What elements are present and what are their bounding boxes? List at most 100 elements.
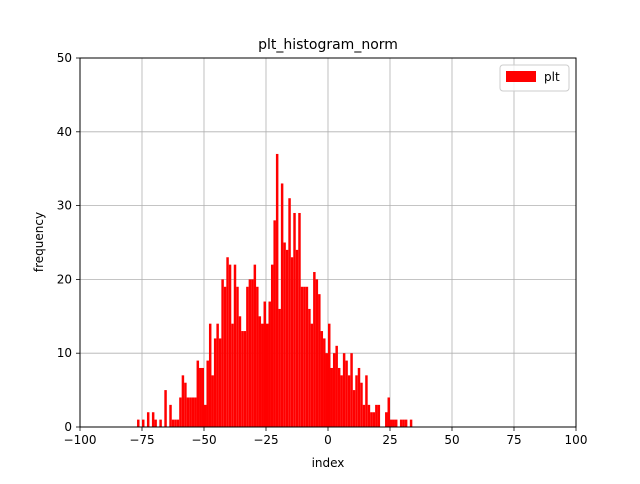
histogram-bar xyxy=(352,390,356,427)
histogram-bar xyxy=(266,323,269,427)
histogram-bar xyxy=(208,323,212,427)
histogram-bar xyxy=(293,212,296,427)
histogram-bar xyxy=(137,419,140,427)
histogram-bar xyxy=(325,353,328,427)
histogram-bar xyxy=(318,294,321,427)
y-tick-label: 30 xyxy=(57,199,72,213)
histogram-bar xyxy=(251,279,254,427)
histogram-bar xyxy=(280,183,284,427)
histogram-bar xyxy=(320,331,324,427)
histogram-bar xyxy=(298,212,301,427)
y-tick-label: 0 xyxy=(64,420,72,434)
bars xyxy=(137,153,413,427)
histogram-bar xyxy=(313,272,316,427)
histogram-bar xyxy=(253,264,257,427)
histogram-bar xyxy=(191,397,195,427)
x-tick-label: −75 xyxy=(129,433,154,447)
x-tick-label: −25 xyxy=(253,433,278,447)
legend: plt xyxy=(499,64,570,92)
legend-swatch xyxy=(506,71,536,82)
histogram-bar xyxy=(256,286,259,427)
histogram-bar xyxy=(226,257,229,427)
histogram-bar xyxy=(261,323,264,427)
histogram-bar xyxy=(300,286,304,427)
x-axis-label: index xyxy=(312,456,345,470)
histogram-bar xyxy=(169,404,172,427)
histogram-bar xyxy=(142,419,145,427)
histogram-bar xyxy=(330,367,333,427)
histogram-bar xyxy=(176,419,180,427)
histogram-bar xyxy=(399,419,403,427)
y-tick-label: 10 xyxy=(57,346,72,360)
x-tick-label: 75 xyxy=(506,433,521,447)
x-tick-label: −100 xyxy=(64,433,97,447)
histogram-bar xyxy=(337,367,341,427)
y-tick-label: 20 xyxy=(57,272,72,286)
histogram-bar xyxy=(275,153,279,427)
histogram-bar xyxy=(218,338,222,427)
histogram-bar xyxy=(288,198,291,427)
histogram-bar xyxy=(238,316,242,427)
histogram-bar xyxy=(328,323,331,427)
histogram-bar xyxy=(350,353,353,427)
x-tick-label: 25 xyxy=(382,433,397,447)
histogram-bar xyxy=(189,397,192,427)
histogram-bar xyxy=(295,249,299,427)
histogram-bar xyxy=(340,375,343,427)
histogram-bar xyxy=(270,264,274,427)
histogram-bar xyxy=(181,375,185,427)
histogram-bar xyxy=(370,412,373,427)
y-axis-label: frequency xyxy=(32,212,46,272)
histogram-bar xyxy=(347,375,351,427)
histogram-bar xyxy=(394,419,398,427)
axis-ticks: −100 −75 −50 −25 0 25 50 75 100 0 10 20 30 40 50 xyxy=(57,51,588,447)
histogram-bar xyxy=(194,397,197,427)
histogram-bar xyxy=(221,279,224,427)
histogram-bar xyxy=(179,397,182,427)
histogram-bar xyxy=(186,397,190,427)
histogram-bar xyxy=(243,331,247,427)
y-tick-label: 50 xyxy=(57,51,72,65)
histogram-bar xyxy=(236,286,239,427)
histogram-bar xyxy=(184,382,187,427)
histogram-bar xyxy=(342,353,346,427)
histogram-bar xyxy=(258,316,262,427)
histogram-bar xyxy=(345,360,348,427)
histogram-bar xyxy=(305,286,309,427)
histogram-bar xyxy=(404,419,408,427)
x-tick-label: 0 xyxy=(324,433,332,447)
histogram-bar xyxy=(206,360,209,427)
histogram-bar xyxy=(164,390,167,427)
histogram-bar xyxy=(196,360,200,427)
histogram-bar xyxy=(390,419,393,427)
histogram-bar xyxy=(372,412,376,427)
histogram-bar xyxy=(283,242,286,427)
histogram-bar xyxy=(154,419,157,427)
histogram-bar xyxy=(310,323,314,427)
histogram-bar xyxy=(362,404,366,427)
histogram-bar xyxy=(213,338,217,427)
histogram-bar xyxy=(223,286,227,427)
histogram-bar xyxy=(360,382,363,427)
histogram-bar xyxy=(233,264,237,427)
histogram-bar xyxy=(278,308,281,427)
histogram-bar xyxy=(285,249,289,427)
histogram-bar xyxy=(241,331,244,427)
histogram-bar xyxy=(308,308,311,427)
histogram-bar xyxy=(303,286,306,427)
histogram-bar xyxy=(151,412,155,427)
histogram-bar xyxy=(367,404,371,427)
histogram-bar xyxy=(171,419,175,427)
histogram-bar xyxy=(355,375,358,427)
histogram-bar xyxy=(385,412,388,427)
histogram-bar xyxy=(231,323,234,427)
histogram-bar xyxy=(201,367,204,427)
histogram-bar xyxy=(377,404,381,427)
histogram-bar xyxy=(211,375,214,427)
chart-title: plt_histogram_norm xyxy=(258,37,398,53)
histogram-bar xyxy=(268,301,271,427)
histogram-bar xyxy=(387,397,390,427)
x-tick-label: −50 xyxy=(191,433,216,447)
